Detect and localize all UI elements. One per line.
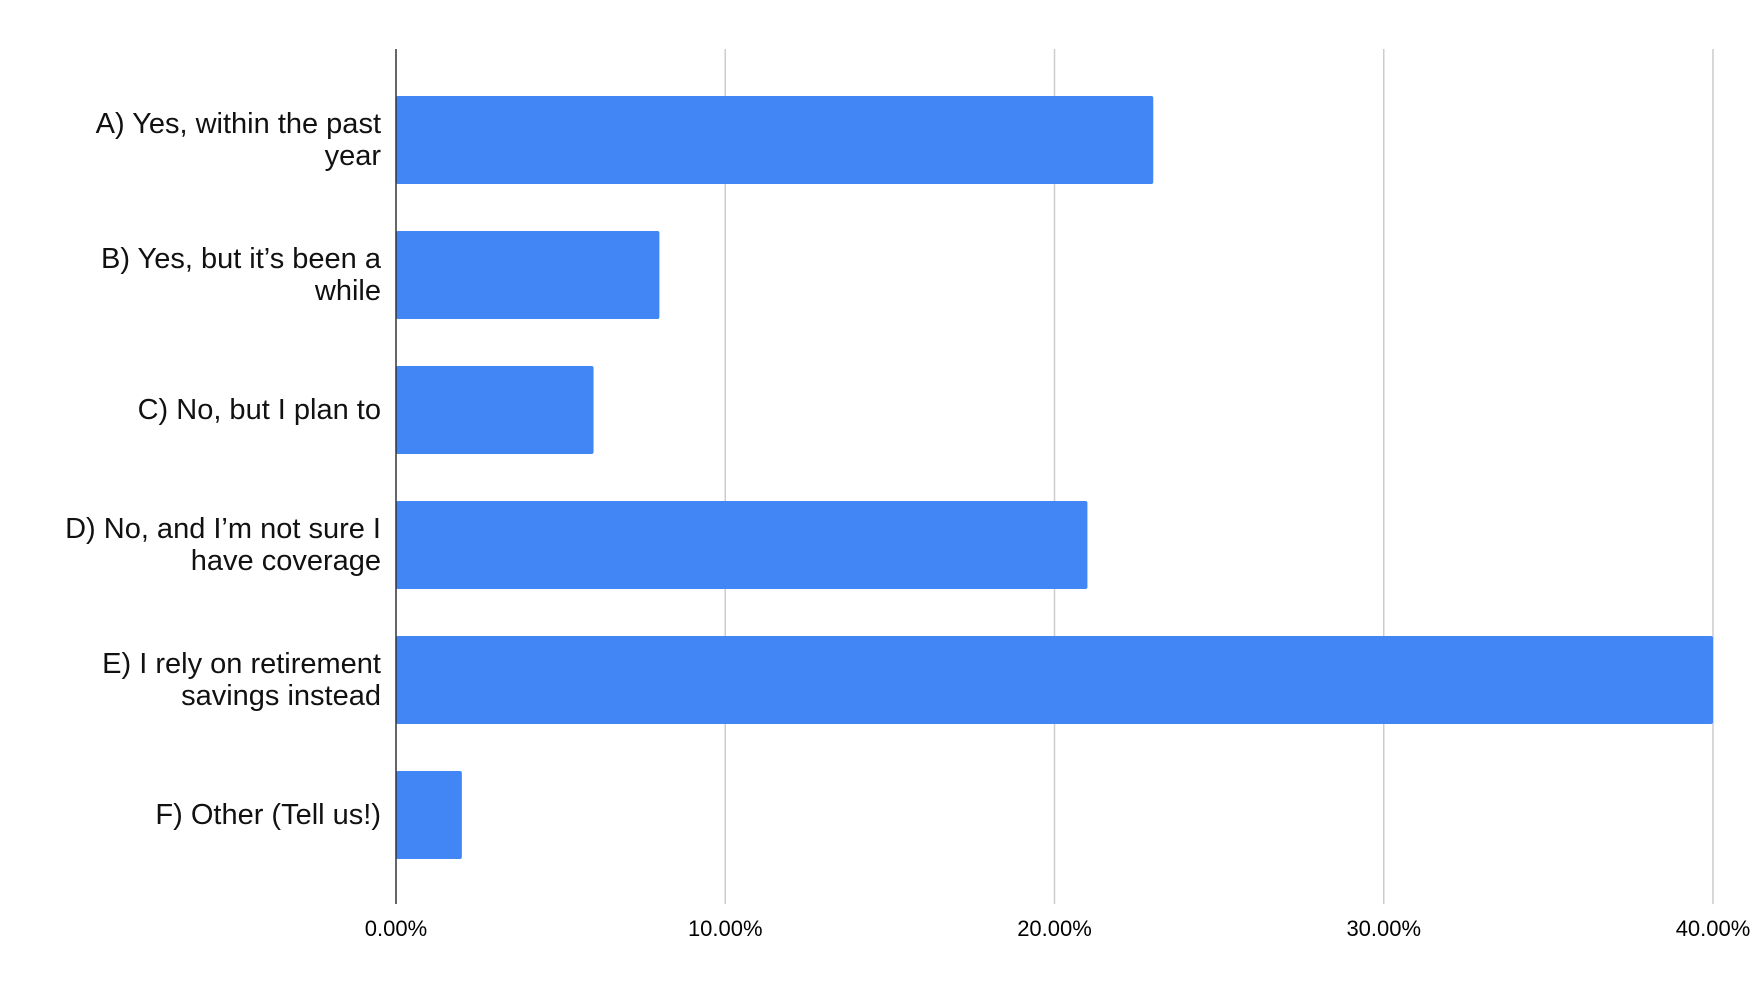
bar xyxy=(396,501,1088,589)
y-tick-label: D) No, and I’m not sure I have coverage xyxy=(65,513,381,577)
bar xyxy=(396,96,1154,184)
x-tick-label: 40.00% xyxy=(1676,916,1751,941)
x-tick-label: 20.00% xyxy=(1017,916,1092,941)
x-tick-label: 10.00% xyxy=(688,916,763,941)
y-tick-label: B) Yes, but it’s been a while xyxy=(100,243,381,307)
x-tick-label: 0.00% xyxy=(365,916,427,941)
bar xyxy=(396,771,462,859)
bar xyxy=(396,636,1713,724)
y-tick-label: C) No, but I plan to xyxy=(137,394,381,426)
y-tick-label: F) Other (Tell us!) xyxy=(155,799,381,831)
y-tick-label: E) I rely on retirement savings instead xyxy=(102,648,381,712)
y-tick-label: A) Yes, within the past year xyxy=(95,108,381,172)
bar xyxy=(396,231,660,319)
bar xyxy=(396,366,594,454)
x-tick-label: 30.00% xyxy=(1346,916,1421,941)
